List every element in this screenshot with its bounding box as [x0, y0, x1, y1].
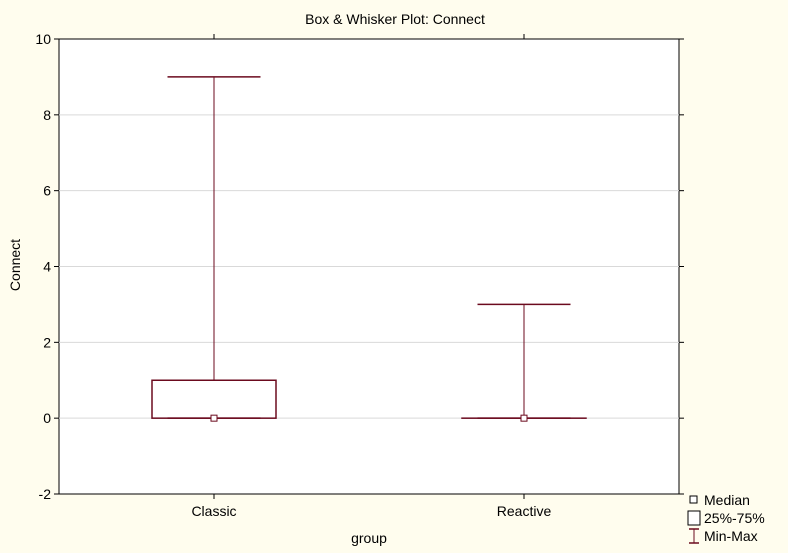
y-axis: -2 0 2 4 6 8 10 [35, 31, 684, 502]
y-tick-label: 6 [43, 183, 51, 199]
x-axis: Classic Reactive [191, 34, 551, 519]
y-tick-label: 0 [43, 410, 51, 426]
legend-box-icon [687, 510, 701, 526]
y-axis-label: Connect [7, 239, 23, 291]
x-tick-label: Reactive [497, 503, 552, 519]
legend-label: Min-Max [704, 528, 758, 544]
y-tick-label: 10 [35, 31, 51, 47]
y-tick-label: -2 [39, 486, 52, 502]
y-tick-label: 8 [43, 107, 51, 123]
y-tick-label: 2 [43, 334, 51, 350]
box-classic [151, 76, 277, 422]
y-tick-label: 4 [43, 259, 51, 275]
x-tick-label: Classic [191, 503, 236, 519]
legend-item-median-marker: Median [689, 492, 750, 508]
legend-label: Median [704, 492, 750, 508]
box-series [151, 76, 587, 422]
box-reactive [461, 303, 587, 422]
legend-label: 25%-75% [704, 510, 765, 526]
median-marker [520, 414, 528, 422]
legend: Median 25%-75% Min-Max [687, 492, 765, 544]
legend-median-icon [689, 495, 698, 504]
legend-item-whisker: Min-Max [689, 528, 758, 544]
chart-title: Box & Whisker Plot: Connect [305, 11, 485, 27]
legend-item-box: 25%-75% [687, 510, 765, 526]
x-axis-label: group [351, 530, 387, 546]
median-marker [210, 414, 218, 422]
